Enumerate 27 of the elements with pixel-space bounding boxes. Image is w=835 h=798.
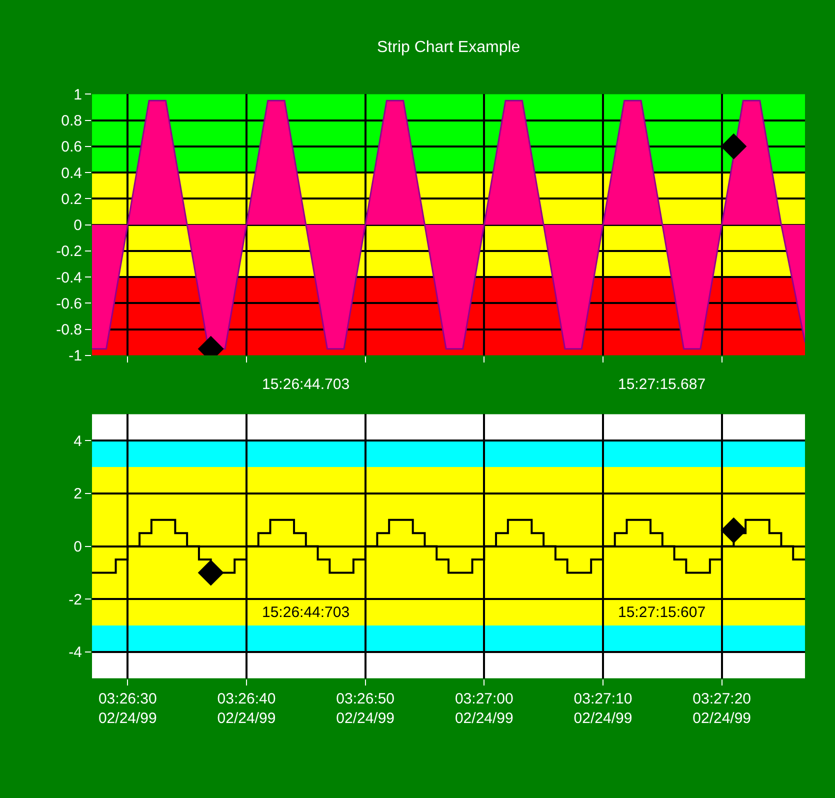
y-tick-label: 0.2 <box>61 190 82 208</box>
y-tick-label: -0.4 <box>56 269 82 286</box>
y-tick-label: 4 <box>74 432 82 450</box>
y-tick-label: 0.8 <box>61 112 82 130</box>
y-tick-label: 0.4 <box>61 164 82 182</box>
annotation: 15:27:15:607 <box>618 604 706 621</box>
y-tick-label: -4 <box>68 644 82 662</box>
y-tick-label: -2 <box>68 591 82 608</box>
y-tick-label: -0.8 <box>56 322 82 339</box>
x-tick-label: 03:27:10 02/24/99 <box>574 690 632 727</box>
x-tick-label: 03:27:20 02/24/99 <box>692 690 752 727</box>
y-tick-label: 0.6 <box>61 138 82 156</box>
y-tick-label: 0 <box>74 538 82 556</box>
x-tick-label: 03:26:50 02/24/99 <box>336 690 395 727</box>
x-tick-label: 03:27:00 02/24/99 <box>454 690 514 727</box>
x-tick-label: 03:26:30 02/24/99 <box>98 690 157 727</box>
text: 15:26:44.703 <box>262 376 350 393</box>
text: 15:27:15.687 <box>618 376 706 393</box>
y-tick-label: -0.2 <box>56 243 82 260</box>
y-tick-label: -1 <box>68 348 82 365</box>
x-tick-label: 03:26:40 02/24/99 <box>217 690 276 727</box>
y-tick-label: 2 <box>74 486 82 503</box>
chart-title: Strip Chart Example <box>377 39 520 56</box>
annotation: 15:26:44:703 <box>262 604 350 621</box>
y-tick-label: 1 <box>74 86 82 104</box>
y-tick-label: -0.6 <box>56 295 82 312</box>
y-tick-label: 0 <box>74 217 82 234</box>
